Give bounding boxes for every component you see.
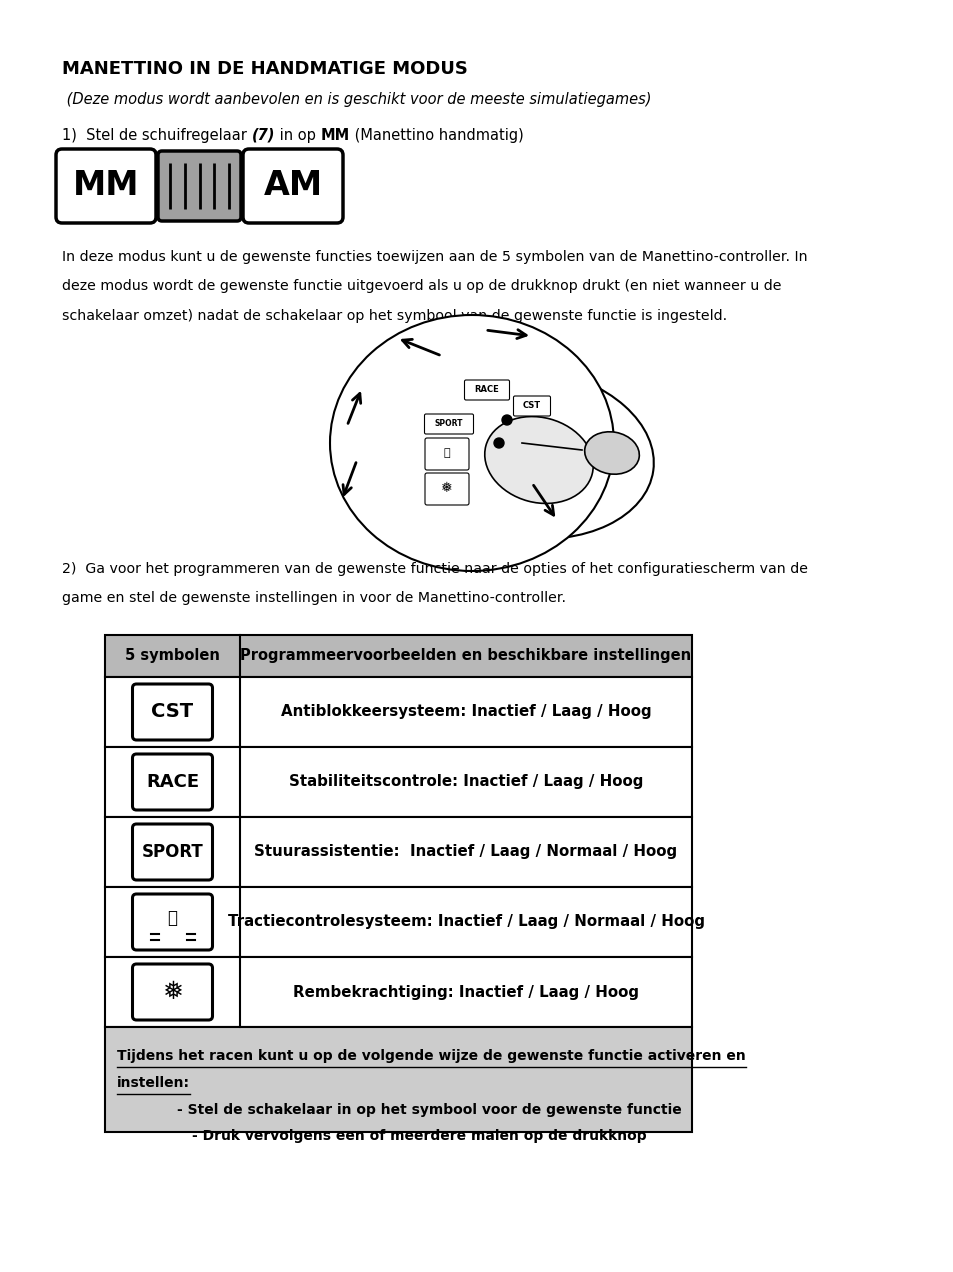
Text: 5 symbolen: 5 symbolen [125, 649, 220, 664]
FancyBboxPatch shape [424, 438, 469, 469]
FancyBboxPatch shape [132, 894, 213, 950]
Text: ❅: ❅ [440, 481, 453, 495]
FancyBboxPatch shape [56, 149, 156, 223]
Text: - Druk vervolgens een of meerdere malen op de drukknop: - Druk vervolgens een of meerdere malen … [192, 1130, 646, 1144]
Text: (7): (7) [252, 128, 274, 142]
Ellipse shape [484, 416, 593, 504]
Text: - Stel de schakelaar in op het symbool voor de gewenste functie: - Stel de schakelaar in op het symbool v… [177, 1103, 681, 1117]
FancyBboxPatch shape [132, 684, 213, 740]
Bar [105, 635, 691, 677]
Bar [105, 635, 691, 677]
Text: Stuurassistentie:  Inactief / Laag / Normaal / Hoog: Stuurassistentie: Inactief / Laag / Norm… [254, 845, 677, 860]
Text: ⚽: ⚽ [443, 448, 450, 458]
Text: Antiblokkeersysteem: Inactief / Laag / Hoog: Antiblokkeersysteem: Inactief / Laag / H… [280, 705, 651, 720]
Text: Stabiliteitscontrole: Inactief / Laag / Hoog: Stabiliteitscontrole: Inactief / Laag / … [289, 775, 642, 790]
Text: SPORT: SPORT [435, 420, 463, 429]
Text: (Deze modus wordt aanbevolen en is geschikt voor de meeste simulatiegames): (Deze modus wordt aanbevolen en is gesch… [62, 92, 651, 107]
FancyBboxPatch shape [424, 473, 469, 505]
Text: RACE: RACE [146, 773, 199, 791]
Text: Rembekrachtiging: Inactief / Laag / Hoog: Rembekrachtiging: Inactief / Laag / Hoog [293, 985, 639, 1000]
Text: instellen:: instellen: [117, 1076, 190, 1090]
Ellipse shape [399, 368, 653, 539]
Text: 2)  Ga voor het programmeren van de gewenste functie naar de opties of het confi: 2) Ga voor het programmeren van de gewen… [62, 562, 807, 576]
FancyBboxPatch shape [132, 754, 213, 810]
Text: game en stel de gewenste instellingen in voor de Manettino-controller.: game en stel de gewenste instellingen in… [62, 591, 565, 605]
Text: ❅: ❅ [162, 979, 183, 1004]
Text: In deze modus kunt u de gewenste functies toewijzen aan de 5 symbolen van de Man: In deze modus kunt u de gewenste functie… [62, 251, 807, 265]
Text: MANETTINO IN DE HANDMATIGE MODUS: MANETTINO IN DE HANDMATIGE MODUS [62, 60, 467, 78]
Text: RACE: RACE [475, 385, 498, 394]
Bar [105, 957, 691, 1027]
Text: 🚗: 🚗 [168, 909, 177, 927]
Text: AM: AM [263, 169, 322, 202]
Bar [105, 1027, 691, 1132]
Circle shape [501, 415, 512, 425]
Bar [105, 747, 691, 817]
Bar [105, 817, 691, 887]
FancyBboxPatch shape [513, 396, 550, 416]
Text: (Manettino handmatig): (Manettino handmatig) [349, 128, 523, 142]
FancyBboxPatch shape [132, 824, 213, 880]
FancyBboxPatch shape [158, 151, 241, 221]
Text: CST: CST [152, 702, 193, 721]
FancyBboxPatch shape [424, 413, 473, 434]
Bar [105, 677, 691, 747]
FancyBboxPatch shape [464, 380, 509, 399]
Text: CST: CST [522, 402, 540, 411]
Text: MM: MM [72, 169, 139, 202]
Text: 1)  Stel de schuifregelaar: 1) Stel de schuifregelaar [62, 128, 252, 142]
FancyBboxPatch shape [243, 149, 343, 223]
Text: in op: in op [274, 128, 320, 142]
Text: Tijdens het racen kunt u op de volgende wijze de gewenste functie activeren en: Tijdens het racen kunt u op de volgende … [117, 1049, 745, 1063]
Text: Tractiecontrolesysteem: Inactief / Laag / Normaal / Hoog: Tractiecontrolesysteem: Inactief / Laag … [227, 915, 703, 930]
Circle shape [494, 438, 503, 448]
Bar [105, 887, 691, 957]
Text: SPORT: SPORT [141, 843, 203, 861]
FancyBboxPatch shape [132, 964, 213, 1020]
Text: schakelaar omzet) nadat de schakelaar op het symbool van de gewenste functie is : schakelaar omzet) nadat de schakelaar op… [62, 309, 726, 323]
Ellipse shape [584, 431, 639, 474]
Text: MM: MM [320, 128, 349, 142]
Ellipse shape [330, 315, 614, 571]
Text: Programmeervoorbeelden en beschikbare instellingen: Programmeervoorbeelden en beschikbare in… [240, 649, 691, 664]
Text: deze modus wordt de gewenste functie uitgevoerd als u op de drukknop drukt (en n: deze modus wordt de gewenste functie uit… [62, 280, 781, 294]
